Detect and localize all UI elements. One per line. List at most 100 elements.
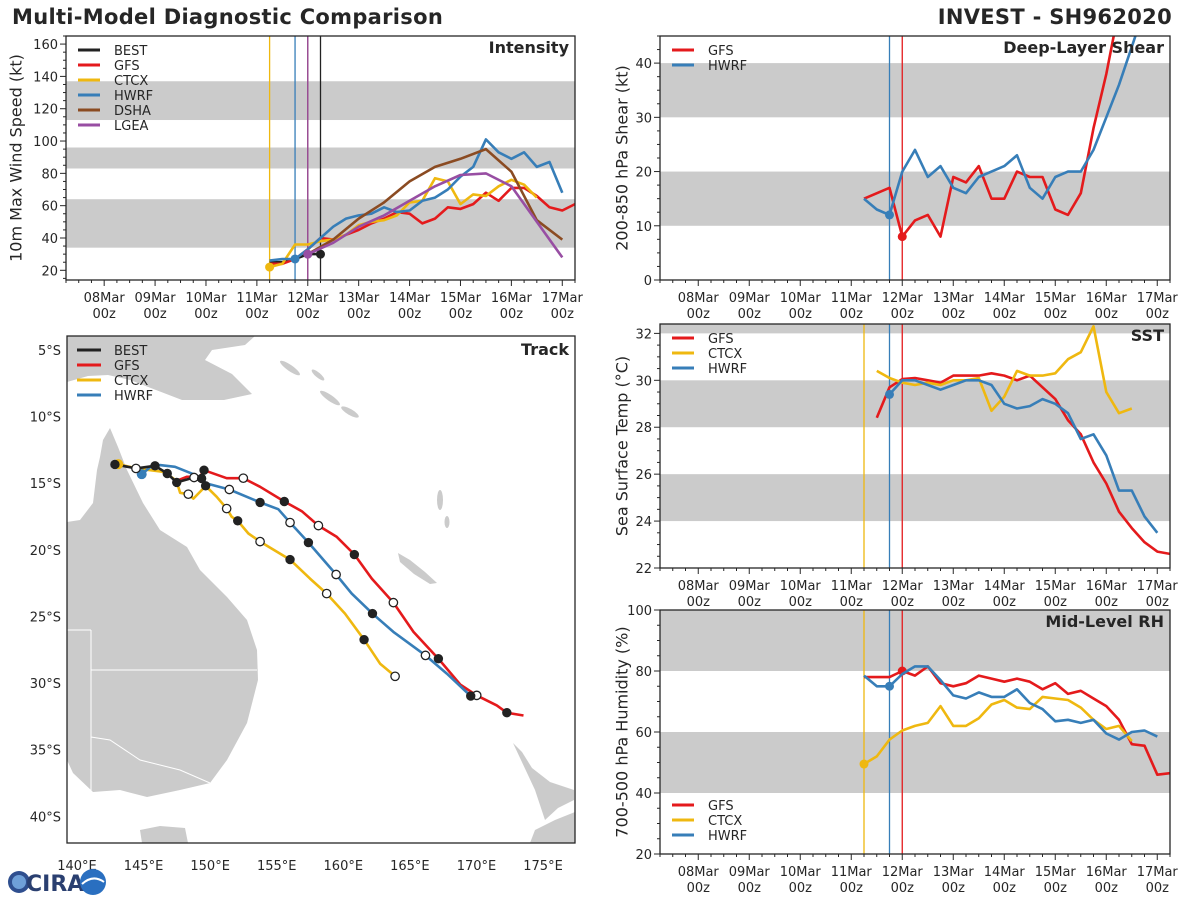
x-tick-label-date: 11Mar — [831, 579, 873, 594]
y-tick-label: 0 — [644, 274, 652, 289]
legend-label: GFS — [708, 799, 734, 814]
logo-text: CIRA — [26, 872, 84, 897]
logo-badge-icon — [80, 869, 106, 895]
track-marker-ctcx — [321, 588, 332, 599]
lat-tick-label: 15°S — [30, 477, 61, 492]
track-marker-hwrf — [420, 650, 431, 661]
x-tick-label-hour: 00z — [1095, 881, 1119, 896]
x-tick-label-date: 13Mar — [933, 865, 975, 880]
panel-title: Mid-Level RH — [1045, 612, 1164, 631]
x-tick-label-date: 17Mar — [542, 291, 584, 306]
x-tick-label-date: 16Mar — [1086, 291, 1128, 306]
y-tick-label: 26 — [635, 468, 652, 483]
legend-label: CTCX — [114, 374, 148, 389]
x-tick-label-date: 14Mar — [389, 291, 431, 306]
lat-tick-label: 20°S — [30, 544, 61, 559]
x-tick-label-date: 09Mar — [729, 579, 771, 594]
x-tick-label-date: 15Mar — [1035, 579, 1077, 594]
track-marker-gfs — [388, 597, 399, 608]
series-marker-hwrf — [885, 389, 894, 399]
x-tick-label-date: 12Mar — [287, 291, 329, 306]
track-marker-best — [150, 461, 160, 471]
track-marker-ctcx — [285, 554, 295, 565]
x-tick-label-hour: 00z — [738, 307, 762, 322]
land-solomon-islands — [320, 390, 340, 406]
x-tick-label-hour: 00z — [449, 307, 473, 322]
panel-title: Track — [521, 340, 569, 359]
y-tick-label: 40 — [41, 232, 58, 247]
lon-tick-label: 165°E — [390, 859, 430, 874]
legend-item-gfs: GFS — [672, 799, 734, 814]
legend-item-gfs: GFS — [672, 332, 734, 347]
x-tick-label-date: 17Mar — [1137, 865, 1179, 880]
track-marker-gfs — [433, 654, 444, 664]
series-line-lgea — [307, 172, 564, 259]
lon-tick-label: 175°E — [523, 859, 563, 874]
plot-area — [660, 610, 1170, 854]
x-tick-label-hour: 00z — [92, 307, 116, 322]
series-marker-hwrf — [290, 254, 300, 264]
legend-label: GFS — [114, 359, 140, 374]
series-line-ctcx — [863, 695, 1133, 766]
x-tick-label-date: 17Mar — [1137, 579, 1179, 594]
track-marker-gfs — [502, 707, 512, 718]
track-marker-best — [162, 468, 172, 479]
x-tick-label-hour: 00z — [1146, 307, 1170, 322]
x-tick-label-hour: 00z — [993, 307, 1017, 322]
legend-item-hwrf: HWRF — [672, 59, 747, 74]
legend-item-gfs: GFS — [77, 359, 140, 374]
y-tick-label: 30 — [635, 374, 652, 389]
track-marker-gfs — [279, 496, 290, 507]
track-marker-gfs — [238, 473, 249, 484]
x-tick-label-hour: 00z — [1044, 307, 1068, 322]
x-tick-label-hour: 00z — [738, 595, 762, 610]
track-marker-gfs — [349, 549, 360, 560]
shaded-band — [660, 171, 1170, 226]
legend-label: HWRF — [708, 362, 747, 377]
x-tick-label-date: 15Mar — [1035, 865, 1077, 880]
shaded-band — [660, 380, 1170, 428]
x-tick-label-hour: 00z — [1095, 307, 1119, 322]
track-marker-gfs — [199, 465, 209, 475]
x-tick-label-hour: 00z — [738, 881, 762, 896]
x-tick-label-date: 14Mar — [984, 865, 1026, 880]
legend-item-ctcx: CTCX — [78, 74, 148, 89]
y-tick-label: 100 — [627, 604, 652, 619]
x-tick-label-date: 14Mar — [984, 579, 1026, 594]
x-tick-label-date: 13Mar — [338, 291, 380, 306]
x-tick-label-hour: 00z — [143, 307, 167, 322]
land-papua-new-guinea — [67, 336, 255, 400]
land-vanuatu — [437, 490, 443, 510]
x-tick-label-hour: 00z — [840, 307, 864, 322]
legend-item-hwrf: HWRF — [77, 389, 153, 404]
state-borders — [67, 629, 257, 793]
y-tick-label: 160 — [33, 38, 58, 53]
land — [67, 336, 575, 843]
legend-label: GFS — [708, 332, 734, 347]
lon-tick-label: 160°E — [324, 859, 364, 874]
legend-item-best: BEST — [78, 44, 147, 59]
series-marker-hwrf — [885, 681, 894, 691]
y-tick-label: 60 — [41, 200, 58, 215]
x-tick-label-date: 16Mar — [1086, 579, 1128, 594]
x-tick-label-date: 08Mar — [678, 579, 720, 594]
x-tick-label-hour: 00z — [551, 307, 575, 322]
y-tick-label: 100 — [33, 135, 58, 150]
y-tick-label: 80 — [41, 167, 58, 182]
legend-item-hwrf: HWRF — [672, 362, 747, 377]
cira-logo: CIRA — [8, 869, 106, 897]
track-marker-ctcx — [183, 489, 194, 500]
y-tick-label: 140 — [33, 70, 58, 85]
series-marker-ctcx — [265, 262, 275, 272]
legend-item-lgea: LGEA — [78, 119, 149, 134]
series-marker-hwrf — [885, 210, 894, 220]
y-tick-label: 10 — [635, 220, 652, 235]
legend-item-gfs: GFS — [78, 59, 140, 74]
legend-item-gfs: GFS — [672, 44, 734, 59]
x-tick-label-date: 12Mar — [882, 865, 924, 880]
series-line-dsha — [307, 147, 564, 256]
x-tick-label-date: 12Mar — [882, 579, 924, 594]
series-marker-best — [316, 249, 325, 259]
series-line-gfs — [863, 36, 1116, 238]
